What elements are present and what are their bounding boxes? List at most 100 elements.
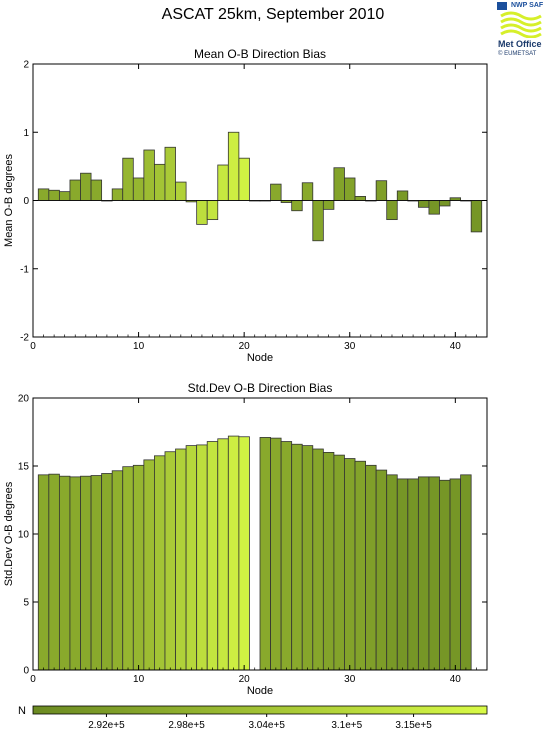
- count-colorbar: N 2.92e+5 2.98e+5 3.04e+5 3.1e+5 3.15e+5: [18, 705, 488, 731]
- x-tick-label: 10: [133, 341, 145, 352]
- bar-node-3: [58, 475, 71, 671]
- x-tick-label: 0: [30, 674, 36, 685]
- bar-node-29: [333, 454, 345, 671]
- bar-node-3: [58, 191, 71, 201]
- bar-node-8: [111, 470, 124, 671]
- bar-node-10: [132, 464, 145, 671]
- x-tick-label: 20: [239, 674, 251, 685]
- bar-node-6: [90, 475, 103, 671]
- bar-node-7: [101, 473, 113, 671]
- bar-node-2: [48, 189, 60, 201]
- bar-node-41: [460, 474, 472, 671]
- bar-node-4: [69, 179, 81, 201]
- bar-node-9: [122, 466, 134, 671]
- bar-node-16: [196, 444, 208, 671]
- bar-node-17: [206, 441, 219, 671]
- x-axis-label: Node: [247, 685, 273, 697]
- y-tick-label: 10: [18, 530, 30, 541]
- bar-node-11: [143, 149, 155, 201]
- y-tick-label: 2: [23, 60, 29, 71]
- bar-node-30: [344, 458, 356, 671]
- bar-node-5: [80, 172, 92, 201]
- bar-node-23: [270, 183, 282, 201]
- bar-node-27: [312, 200, 324, 242]
- bar-node-26: [301, 182, 314, 201]
- colorbar-tick-label: 3.15e+5: [395, 720, 432, 731]
- bar-node-24: [280, 441, 293, 671]
- colorbar-label: N: [18, 705, 26, 717]
- chart-title: Mean O-B Direction Bias: [194, 47, 326, 61]
- x-tick-label: 0: [30, 341, 36, 352]
- x-tick-label: 40: [450, 674, 462, 685]
- bar-node-4: [69, 476, 81, 671]
- x-tick-label: 30: [344, 674, 356, 685]
- bar-node-37: [417, 476, 430, 671]
- bar-node-34: [386, 200, 398, 221]
- y-tick-label: 20: [18, 394, 30, 405]
- bar-node-19: [227, 435, 240, 671]
- bar-node-10: [132, 177, 145, 201]
- bar-node-19: [227, 131, 240, 201]
- bar-node-31: [354, 460, 366, 671]
- mean-bias-chart: Mean O-B Direction Bias 0 10 20 30 40 -2 -1 0 1 2 N…: [3, 47, 488, 364]
- bar-node-17: [206, 200, 219, 221]
- bar-node-35: [396, 190, 409, 201]
- bar-node-37: [417, 200, 430, 208]
- y-tick-label: 15: [18, 462, 30, 473]
- met-office-text: Met Office: [498, 39, 542, 49]
- bar-node-22: [259, 437, 271, 671]
- bar-node-33: [375, 180, 388, 201]
- x-tick-label: 20: [239, 341, 251, 352]
- y-axis-label: Mean O-B degrees: [3, 154, 15, 247]
- bar-node-30: [344, 177, 356, 201]
- bar-node-40: [449, 197, 462, 201]
- bar-node-5: [80, 475, 92, 671]
- bar-node-42: [470, 200, 483, 233]
- y-tick-label: 1: [23, 128, 29, 139]
- bar-node-27: [312, 448, 324, 671]
- bar-node-25: [291, 443, 303, 671]
- bar-node-26: [301, 445, 314, 671]
- bar-node-20: [238, 157, 250, 201]
- bar-node-18: [217, 438, 229, 671]
- bar-node-33: [375, 469, 388, 671]
- y-axis-label: Std.Dev O-B degrees: [3, 481, 15, 586]
- bar-node-25: [291, 200, 303, 212]
- bar-node-12: [154, 163, 166, 201]
- bar-node-31: [354, 196, 366, 201]
- bar-node-13: [164, 451, 176, 671]
- bar-node-2: [48, 473, 60, 671]
- y-tick-label: -2: [20, 333, 29, 344]
- x-tick-label: 30: [344, 341, 356, 352]
- colorbar-gradient: [32, 705, 488, 715]
- bar-node-39: [439, 479, 451, 671]
- y-tick-label: 0: [23, 666, 29, 677]
- bar-node-13: [164, 146, 176, 201]
- nwp-saf-wave-icon: [497, 2, 542, 39]
- bar-node-39: [439, 200, 451, 207]
- bar-node-14: [175, 181, 187, 201]
- bar-node-1: [37, 474, 50, 671]
- colorbar-tick-label: 2.92e+5: [88, 720, 125, 731]
- colorbar-tick-label: 3.04e+5: [248, 720, 285, 731]
- bar-node-6: [90, 179, 103, 201]
- y-tick-label: 5: [23, 598, 29, 609]
- bar-node-38: [428, 476, 440, 671]
- bar-node-23: [270, 437, 282, 671]
- y-tick-label: 0: [23, 196, 29, 207]
- bar-node-16: [196, 200, 208, 225]
- y-tick-label: -1: [20, 264, 29, 275]
- x-tick-label: 10: [133, 674, 145, 685]
- eumetsat-text: © EUMETSAT: [498, 51, 537, 57]
- colorbar-tick-label: 2.98e+5: [168, 720, 205, 731]
- bar-node-32: [365, 464, 377, 671]
- stddev-bias-chart: Std.Dev O-B Direction Bias 0 10 20 30 40 0 5 10 1…: [3, 381, 488, 697]
- bar-node-35: [396, 478, 409, 671]
- chart-title: Std.Dev O-B Direction Bias: [188, 381, 333, 395]
- bar-node-15: [185, 445, 198, 671]
- bar-node-8: [111, 188, 124, 201]
- bar-node-12: [154, 455, 166, 671]
- colorbar-tick-label: 3.1e+5: [331, 720, 362, 731]
- page-title: ASCAT 25km, September 2010: [161, 6, 385, 23]
- bar-node-28: [322, 452, 335, 671]
